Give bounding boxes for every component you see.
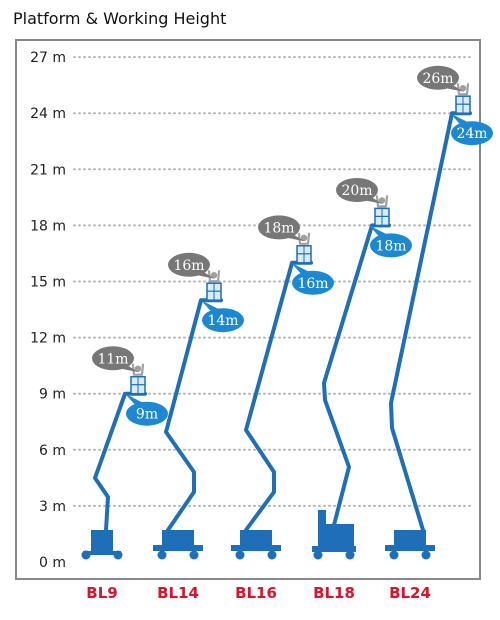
y-tick-label: 15 m	[30, 275, 66, 291]
y-tick-label: 21 m	[30, 162, 66, 178]
lift-base	[385, 545, 435, 551]
working-height-label-text: 11m	[97, 351, 128, 367]
category-label: BL9	[86, 584, 117, 602]
platform-height-label: 16m	[291, 262, 334, 295]
category-label: BL24	[389, 584, 431, 602]
platform-height-label-tail	[450, 113, 468, 125]
platform-height-label-shape	[292, 270, 334, 295]
platform-height-label-shape	[126, 401, 168, 426]
plot-frame	[15, 39, 481, 580]
boom-arm	[244, 260, 313, 532]
y-tick-label: 9 m	[39, 387, 66, 403]
working-height-label-tail	[363, 197, 383, 204]
category-labels: BL9 BL14 BL16 BL18 BL24	[86, 584, 431, 602]
y-tick-label: 3 m	[39, 499, 66, 515]
wheel	[313, 550, 323, 560]
working-height-label-text: 20m	[341, 183, 372, 199]
wheel	[113, 550, 123, 560]
platform-height-label: 14m	[201, 300, 244, 333]
working-height-label-shape	[336, 178, 378, 202]
platform-height-label-text: 18m	[375, 238, 406, 254]
worker-head	[300, 234, 308, 241]
platform-height-label-text: 9m	[136, 407, 158, 423]
lift-bl14: 14m 16m	[153, 252, 244, 560]
lift-bl16: 16m 18m	[231, 215, 334, 560]
platform-basket	[455, 83, 471, 114]
wheel	[189, 550, 199, 560]
y-tick-label: 0 m	[39, 555, 66, 571]
working-height-label-text: 18m	[263, 220, 294, 236]
working-height-label-tail	[195, 271, 215, 279]
lift-bl18: 18m 20m	[312, 178, 412, 560]
working-height-label: 18m	[258, 215, 305, 242]
wheel	[81, 550, 91, 560]
y-tick-label: 24 m	[30, 106, 66, 122]
worker-head	[378, 197, 386, 204]
worker-head	[459, 85, 467, 92]
platform-basket	[296, 232, 312, 264]
platform-basket	[206, 270, 222, 301]
platform-height-label-shape	[451, 121, 493, 146]
working-height-label-tail	[444, 84, 464, 92]
y-tick-label: 18 m	[30, 218, 66, 234]
platform-height-label-tail	[369, 225, 387, 237]
platform-basket	[130, 363, 146, 395]
y-tick-label: 27 m	[30, 50, 66, 66]
working-height-label-tail	[119, 365, 139, 373]
working-height-label-shape	[417, 65, 459, 90]
worker-head	[134, 365, 142, 372]
wheel	[235, 550, 245, 560]
platform-height-label-shape	[370, 233, 412, 258]
wheel	[157, 550, 167, 560]
lift-base	[83, 551, 121, 555]
working-height-label: 26m	[417, 65, 464, 92]
category-label: BL14	[157, 584, 199, 602]
lift-bl9: 9m 11m	[81, 346, 168, 560]
chart-title: Platform & Working Height	[13, 9, 227, 28]
platform-height-label: 9m	[125, 393, 168, 426]
platform-height-label-text: 24m	[456, 126, 487, 142]
working-height-label: 16m	[168, 252, 215, 279]
working-height-label-tail	[285, 234, 305, 242]
lift-base	[153, 545, 203, 551]
platform-height-label-text: 16m	[297, 276, 328, 292]
category-label: BL16	[235, 584, 277, 602]
wheel	[389, 550, 399, 560]
wheel	[267, 550, 277, 560]
working-height-label-shape	[258, 215, 300, 240]
wheel	[421, 550, 431, 560]
lift-base	[312, 546, 356, 552]
boom-arm	[389, 111, 472, 532]
y-tick-label: 6 m	[39, 443, 66, 459]
working-height-label-shape	[92, 346, 134, 371]
working-height-label-text: 26m	[422, 71, 453, 87]
lifts: 9m 11m 14m 16m 16m 18m 18m 20m 24m 26m	[81, 65, 493, 560]
boom-arm	[164, 298, 223, 532]
working-height-label-shape	[168, 252, 210, 277]
worker-head	[210, 272, 218, 279]
wheel	[345, 550, 355, 560]
lift-base	[231, 545, 281, 551]
platform-height-label-tail	[201, 300, 219, 312]
platform-height-label: 18m	[369, 225, 412, 258]
working-height-label-text: 16m	[173, 258, 204, 274]
y-tick-label: 12 m	[30, 331, 66, 347]
platform-height-label-tail	[291, 262, 309, 274]
platform-height-label-shape	[202, 308, 244, 333]
boom-arm	[322, 223, 391, 527]
category-label: BL18	[313, 584, 355, 602]
working-height-label: 20m	[336, 178, 383, 204]
platform-height-label-text: 14m	[207, 313, 238, 329]
platform-height-label-tail	[125, 393, 143, 405]
lift-bl24: 24m 26m	[385, 65, 493, 560]
platform-height-label: 24m	[450, 113, 493, 146]
lift-body	[91, 530, 113, 554]
working-height-label: 11m	[92, 346, 139, 373]
